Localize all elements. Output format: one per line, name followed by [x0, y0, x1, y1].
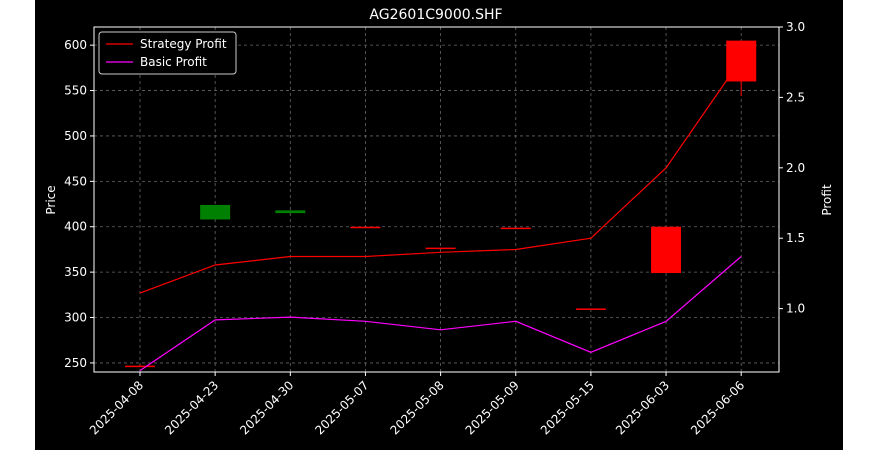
y-tick-label: 250	[64, 356, 87, 370]
chart-title: AG2601C9000.SHF	[369, 7, 502, 23]
legend: Strategy Profit Basic Profit	[98, 31, 237, 75]
legend-label-strategy: Strategy Profit	[140, 37, 227, 51]
candle-body	[575, 308, 606, 310]
legend-box	[98, 31, 237, 75]
candle-layer	[125, 40, 757, 368]
line-layer	[139, 59, 742, 372]
candle-body	[350, 226, 381, 229]
y-tick-label: 400	[64, 220, 87, 234]
y2-tick-label: 1.5	[786, 231, 805, 245]
figure-background	[35, 0, 843, 450]
y2-axis-title: Profit	[820, 184, 834, 216]
candle-body	[425, 247, 456, 250]
y-tick-label: 600	[64, 38, 87, 52]
y-tick-label: 550	[64, 84, 87, 98]
candle-body	[125, 365, 155, 368]
y2-tick-label: 3.0	[786, 20, 805, 34]
legend-label-basic: Basic Profit	[140, 55, 207, 69]
y2-tick-label: 1.0	[786, 302, 805, 316]
candle-body	[200, 204, 231, 220]
y-tick-label: 450	[64, 174, 87, 188]
candle-body	[651, 226, 682, 274]
basic-profit-line	[139, 256, 742, 372]
y-tick-label: 350	[64, 265, 87, 279]
strategy-profit-line	[139, 59, 742, 294]
y-tick-label: 300	[64, 311, 87, 325]
y-axis-title: Price	[44, 185, 58, 214]
y2-tick-label: 2.0	[786, 161, 805, 175]
y2-tick-label: 2.5	[786, 90, 805, 104]
candle-body	[275, 210, 306, 214]
candle-body	[500, 227, 531, 230]
y-tick-label: 500	[64, 129, 87, 143]
plot-frame	[93, 26, 780, 373]
